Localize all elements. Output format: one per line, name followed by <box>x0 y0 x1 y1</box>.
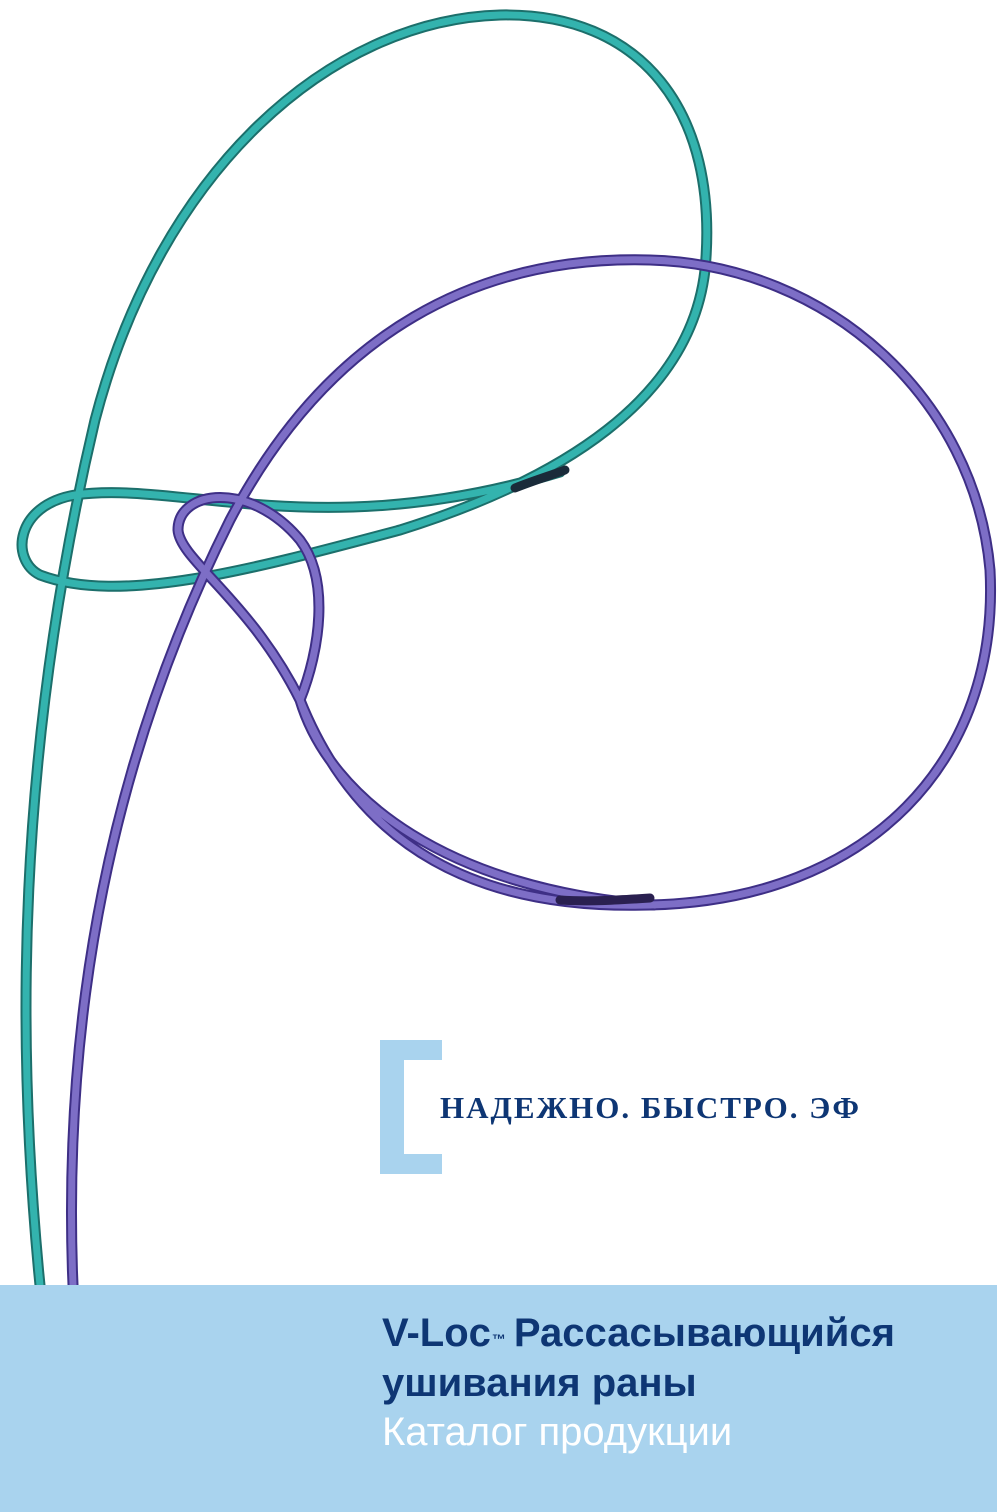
purple-suture <box>66 254 997 1512</box>
title-line-2: ушивания раны <box>382 1361 697 1405</box>
bracket-ornament <box>380 1040 442 1174</box>
title-line-1: V-Loc™ Рассасывающийся <box>382 1308 895 1358</box>
title-line-1-rest: Рассасывающийся <box>513 1311 895 1355</box>
catalog-subtitle: Каталог продукции <box>382 1410 733 1454</box>
tagline: НАДЕЖНО. БЫСТРО. ЭФ <box>440 1090 862 1125</box>
trademark-mark: ™ <box>491 1331 506 1347</box>
bottom-title-band <box>0 1285 997 1512</box>
brand-name: V-Loc <box>382 1311 491 1355</box>
catalog-title: V-Loc™ Рассасывающийся ушивания раны <box>382 1308 895 1408</box>
